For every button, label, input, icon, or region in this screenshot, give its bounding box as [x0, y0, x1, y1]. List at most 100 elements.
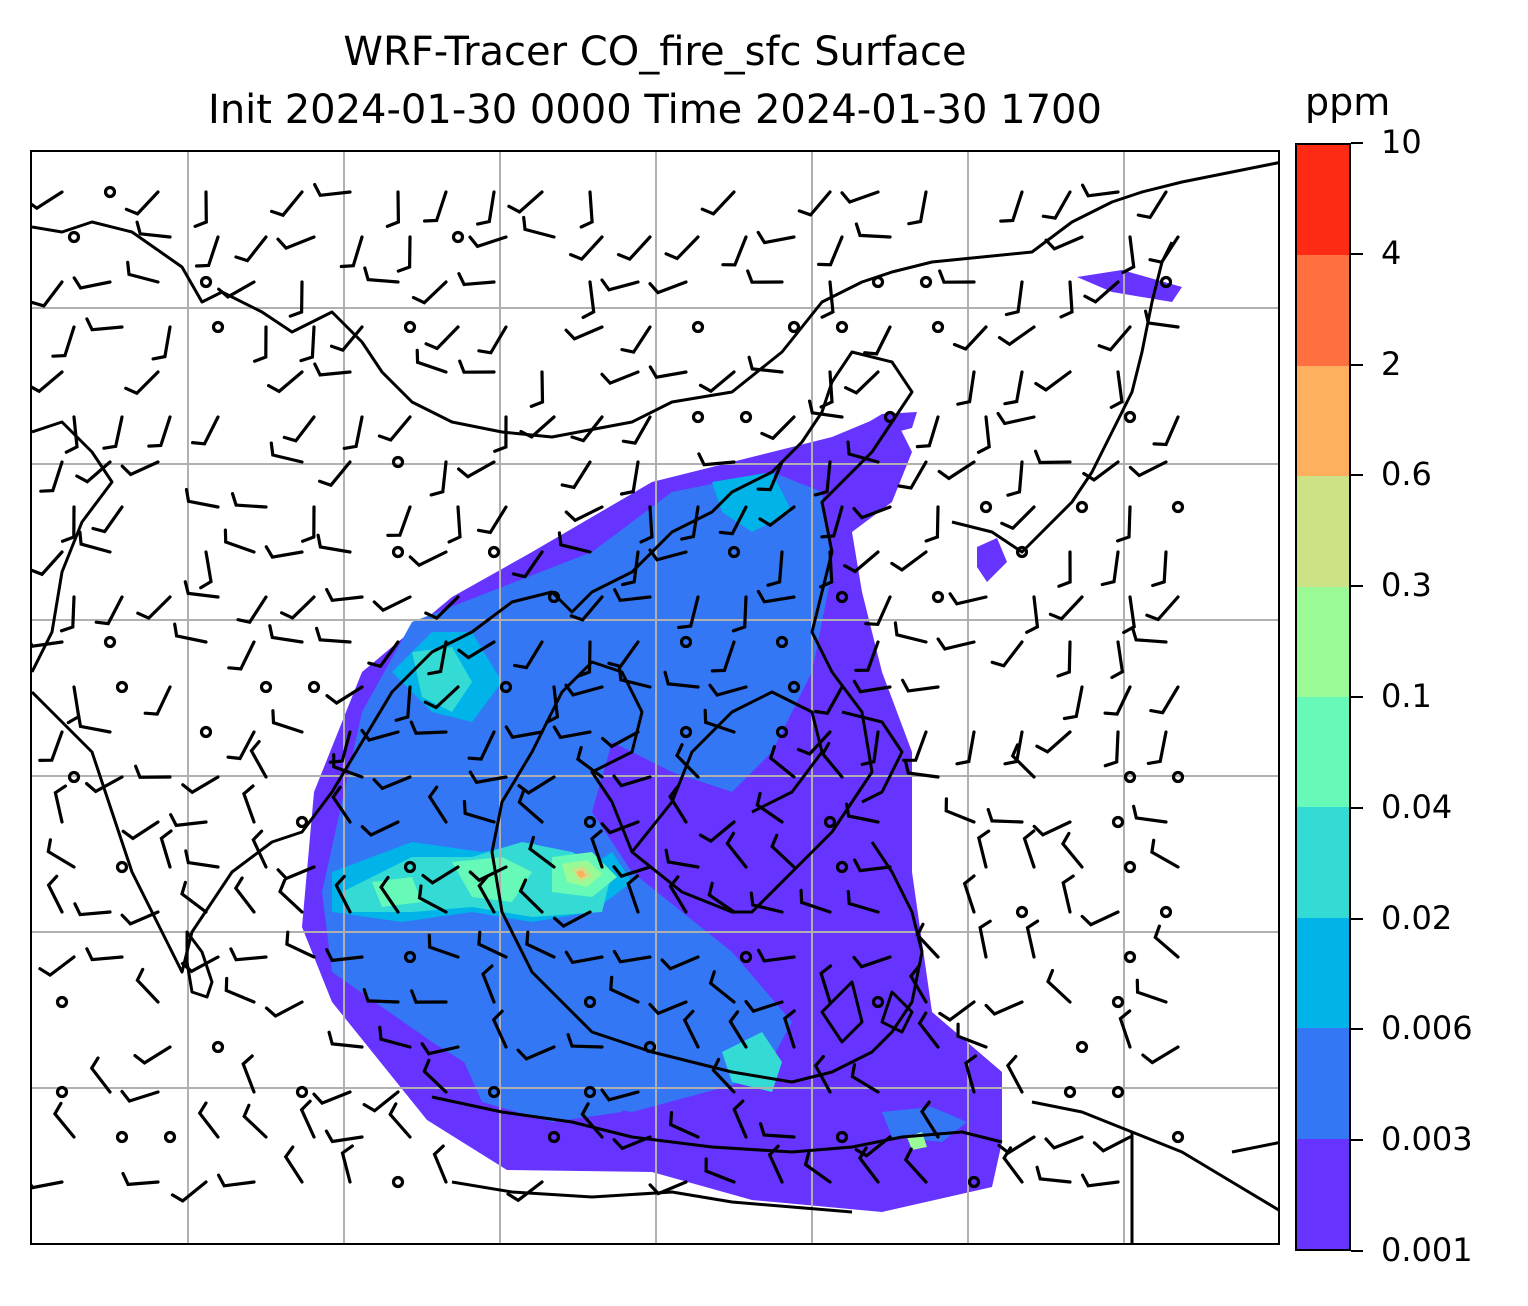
- wind-barb: [135, 967, 160, 1004]
- wind-barb: [516, 1045, 556, 1061]
- wind-barb: [85, 317, 124, 332]
- colorbar-tick-label: 10: [1381, 123, 1422, 161]
- wind-barb: [342, 415, 364, 450]
- wind-barb: [269, 441, 304, 464]
- wind-barb: [890, 550, 928, 572]
- calm-wind-circle: [835, 590, 849, 604]
- wind-barb: [1035, 730, 1072, 754]
- wind-barb: [600, 370, 640, 385]
- wind-barb: [820, 280, 835, 319]
- wind-barb: [1060, 831, 1084, 869]
- wind-barb: [814, 685, 844, 715]
- wind-barb: [331, 785, 352, 824]
- wind-barb: [230, 492, 268, 509]
- wind-barb: [758, 505, 796, 528]
- colorbar-tick-mark: [1351, 1250, 1363, 1252]
- calm-wind-circle: [403, 950, 417, 964]
- calm-wind-circle: [307, 680, 321, 694]
- wind-barb: [700, 190, 736, 216]
- wind-barb: [1146, 730, 1168, 765]
- wind-barb: [1110, 640, 1125, 680]
- calm-wind-circle: [211, 1040, 225, 1054]
- wind-barb: [648, 365, 688, 379]
- wind-barb: [528, 835, 556, 869]
- wind-barb: [819, 964, 833, 1004]
- calm-wind-circle: [1171, 500, 1185, 514]
- wind-barb: [76, 713, 112, 734]
- wind-barb: [697, 452, 736, 467]
- wind-barb: [282, 415, 316, 443]
- wind-barb: [169, 813, 208, 828]
- calm-wind-circle: [835, 860, 849, 874]
- wind-barb: [746, 269, 784, 284]
- wind-barb: [617, 666, 652, 689]
- wind-barb: [362, 1090, 400, 1113]
- calm-wind-circle: [883, 410, 897, 424]
- wind-barb: [725, 831, 748, 869]
- wind-barb: [663, 670, 700, 689]
- colorbar-tick-label: 0.02: [1381, 898, 1453, 937]
- colorbar-tick-label: 2: [1381, 344, 1402, 383]
- wind-barb: [197, 1101, 220, 1139]
- wind-barb: [820, 741, 844, 779]
- colorbar-tick-mark: [1351, 474, 1363, 477]
- wind-barb: [956, 1022, 988, 1049]
- wind-barb: [522, 215, 556, 239]
- calm-wind-circle: [391, 455, 405, 469]
- wind-barb: [32, 370, 64, 394]
- calm-wind-circle: [103, 185, 117, 199]
- wind-barb: [217, 1173, 256, 1188]
- wind-barb: [770, 833, 796, 869]
- wind-barb: [1004, 280, 1024, 317]
- wind-barb: [315, 626, 352, 644]
- colorbar-segment: [1297, 917, 1349, 1029]
- calm-wind-circle: [823, 815, 837, 829]
- wind-barb: [183, 580, 220, 599]
- wind-barb: [476, 190, 496, 226]
- wind-barb: [978, 919, 992, 959]
- colorbar-tick-label: 0.1: [1381, 677, 1432, 715]
- calm-wind-circle: [55, 1085, 69, 1099]
- wind-barb: [324, 1129, 364, 1144]
- wind-barb: [813, 460, 832, 497]
- wind-barb: [756, 589, 796, 604]
- calm-wind-circle: [451, 230, 465, 244]
- calm-wind-circle: [1111, 995, 1125, 1009]
- wind-barb: [1151, 550, 1168, 588]
- coastline: [1031, 1100, 1278, 1212]
- wind-barb: [1144, 309, 1180, 329]
- calm-wind-circle: [727, 545, 741, 559]
- wind-barb: [850, 1063, 880, 1094]
- wind-barb: [996, 411, 1036, 426]
- colorbar-segment: [1297, 365, 1349, 477]
- wind-barb: [180, 955, 220, 974]
- wind-barb: [59, 595, 76, 633]
- colorbar-tick-label: 0.001: [1381, 1231, 1473, 1269]
- wind-barb: [226, 730, 256, 761]
- wind-barb: [903, 759, 940, 779]
- wind-barb: [325, 685, 364, 705]
- calm-wind-circle: [775, 635, 789, 649]
- wind-barb: [121, 820, 160, 841]
- wind-barb: [424, 595, 460, 621]
- wind-barb: [803, 1151, 832, 1184]
- wind-barb: [557, 531, 592, 554]
- calm-wind-circle: [1111, 815, 1125, 829]
- calm-wind-circle: [67, 230, 81, 244]
- map-plot: [32, 152, 1278, 1243]
- wind-barb: [38, 955, 76, 978]
- wind-barb: [313, 362, 352, 377]
- wind-barb: [467, 730, 496, 761]
- wind-barb: [511, 550, 544, 579]
- concentration-region: [412, 647, 472, 712]
- wind-barb: [908, 965, 928, 1004]
- wind-barb: [552, 910, 592, 929]
- wind-barb: [758, 1122, 796, 1139]
- wind-barb: [85, 775, 124, 794]
- wind-barb: [477, 325, 508, 355]
- wind-barb: [1103, 685, 1132, 716]
- wind-barb: [1034, 370, 1072, 392]
- wind-barb: [217, 280, 256, 299]
- calm-wind-circle: [403, 320, 417, 334]
- wind-barb: [78, 530, 112, 554]
